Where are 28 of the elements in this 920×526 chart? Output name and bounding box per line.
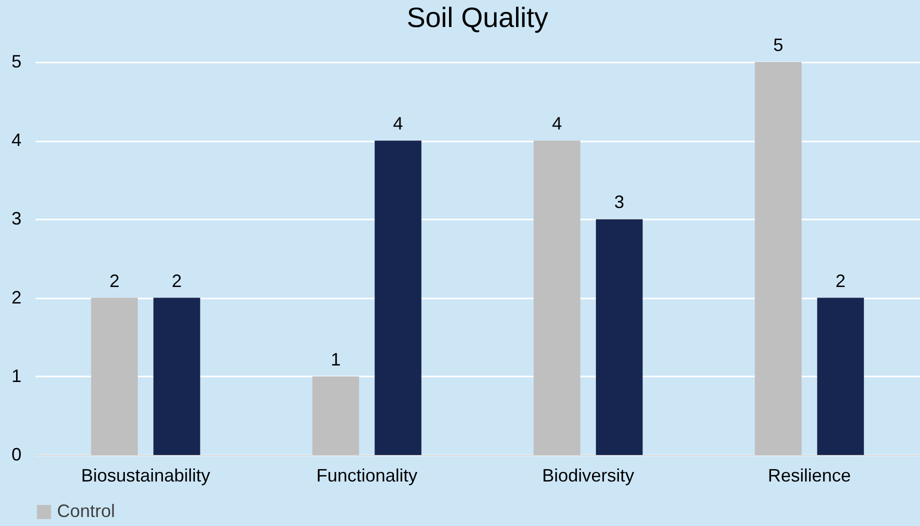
data-label: 2	[836, 270, 846, 291]
data-label: 4	[393, 114, 404, 134]
bar	[153, 298, 200, 455]
x-tick-label: Functionality	[316, 466, 418, 486]
y-tick-label: 4	[11, 130, 22, 150]
y-tick-label: 2	[11, 287, 22, 308]
data-label: 5	[773, 35, 784, 55]
bar	[596, 219, 643, 455]
bar	[91, 298, 138, 455]
x-tick-label: Resilience	[768, 466, 851, 486]
x-tick-label: Biodiversity	[542, 466, 634, 486]
bar	[817, 298, 864, 455]
legend-label: Control	[57, 501, 116, 521]
y-tick-label: 1	[11, 366, 22, 386]
data-label: 4	[552, 114, 562, 134]
data-label: 3	[614, 192, 624, 212]
y-tick-label: 5	[11, 52, 22, 72]
x-tick-label: Biosustainability	[81, 466, 210, 486]
y-tick-label: 0	[11, 444, 22, 464]
bar	[312, 376, 360, 455]
bar	[374, 140, 422, 455]
bar	[754, 62, 802, 455]
chart-title: Soil Quality	[406, 2, 548, 33]
y-tick-label: 3	[11, 208, 22, 229]
data-label: 2	[172, 270, 182, 291]
bar	[534, 140, 580, 455]
data-label: 1	[330, 349, 341, 370]
data-label: 2	[109, 270, 120, 291]
